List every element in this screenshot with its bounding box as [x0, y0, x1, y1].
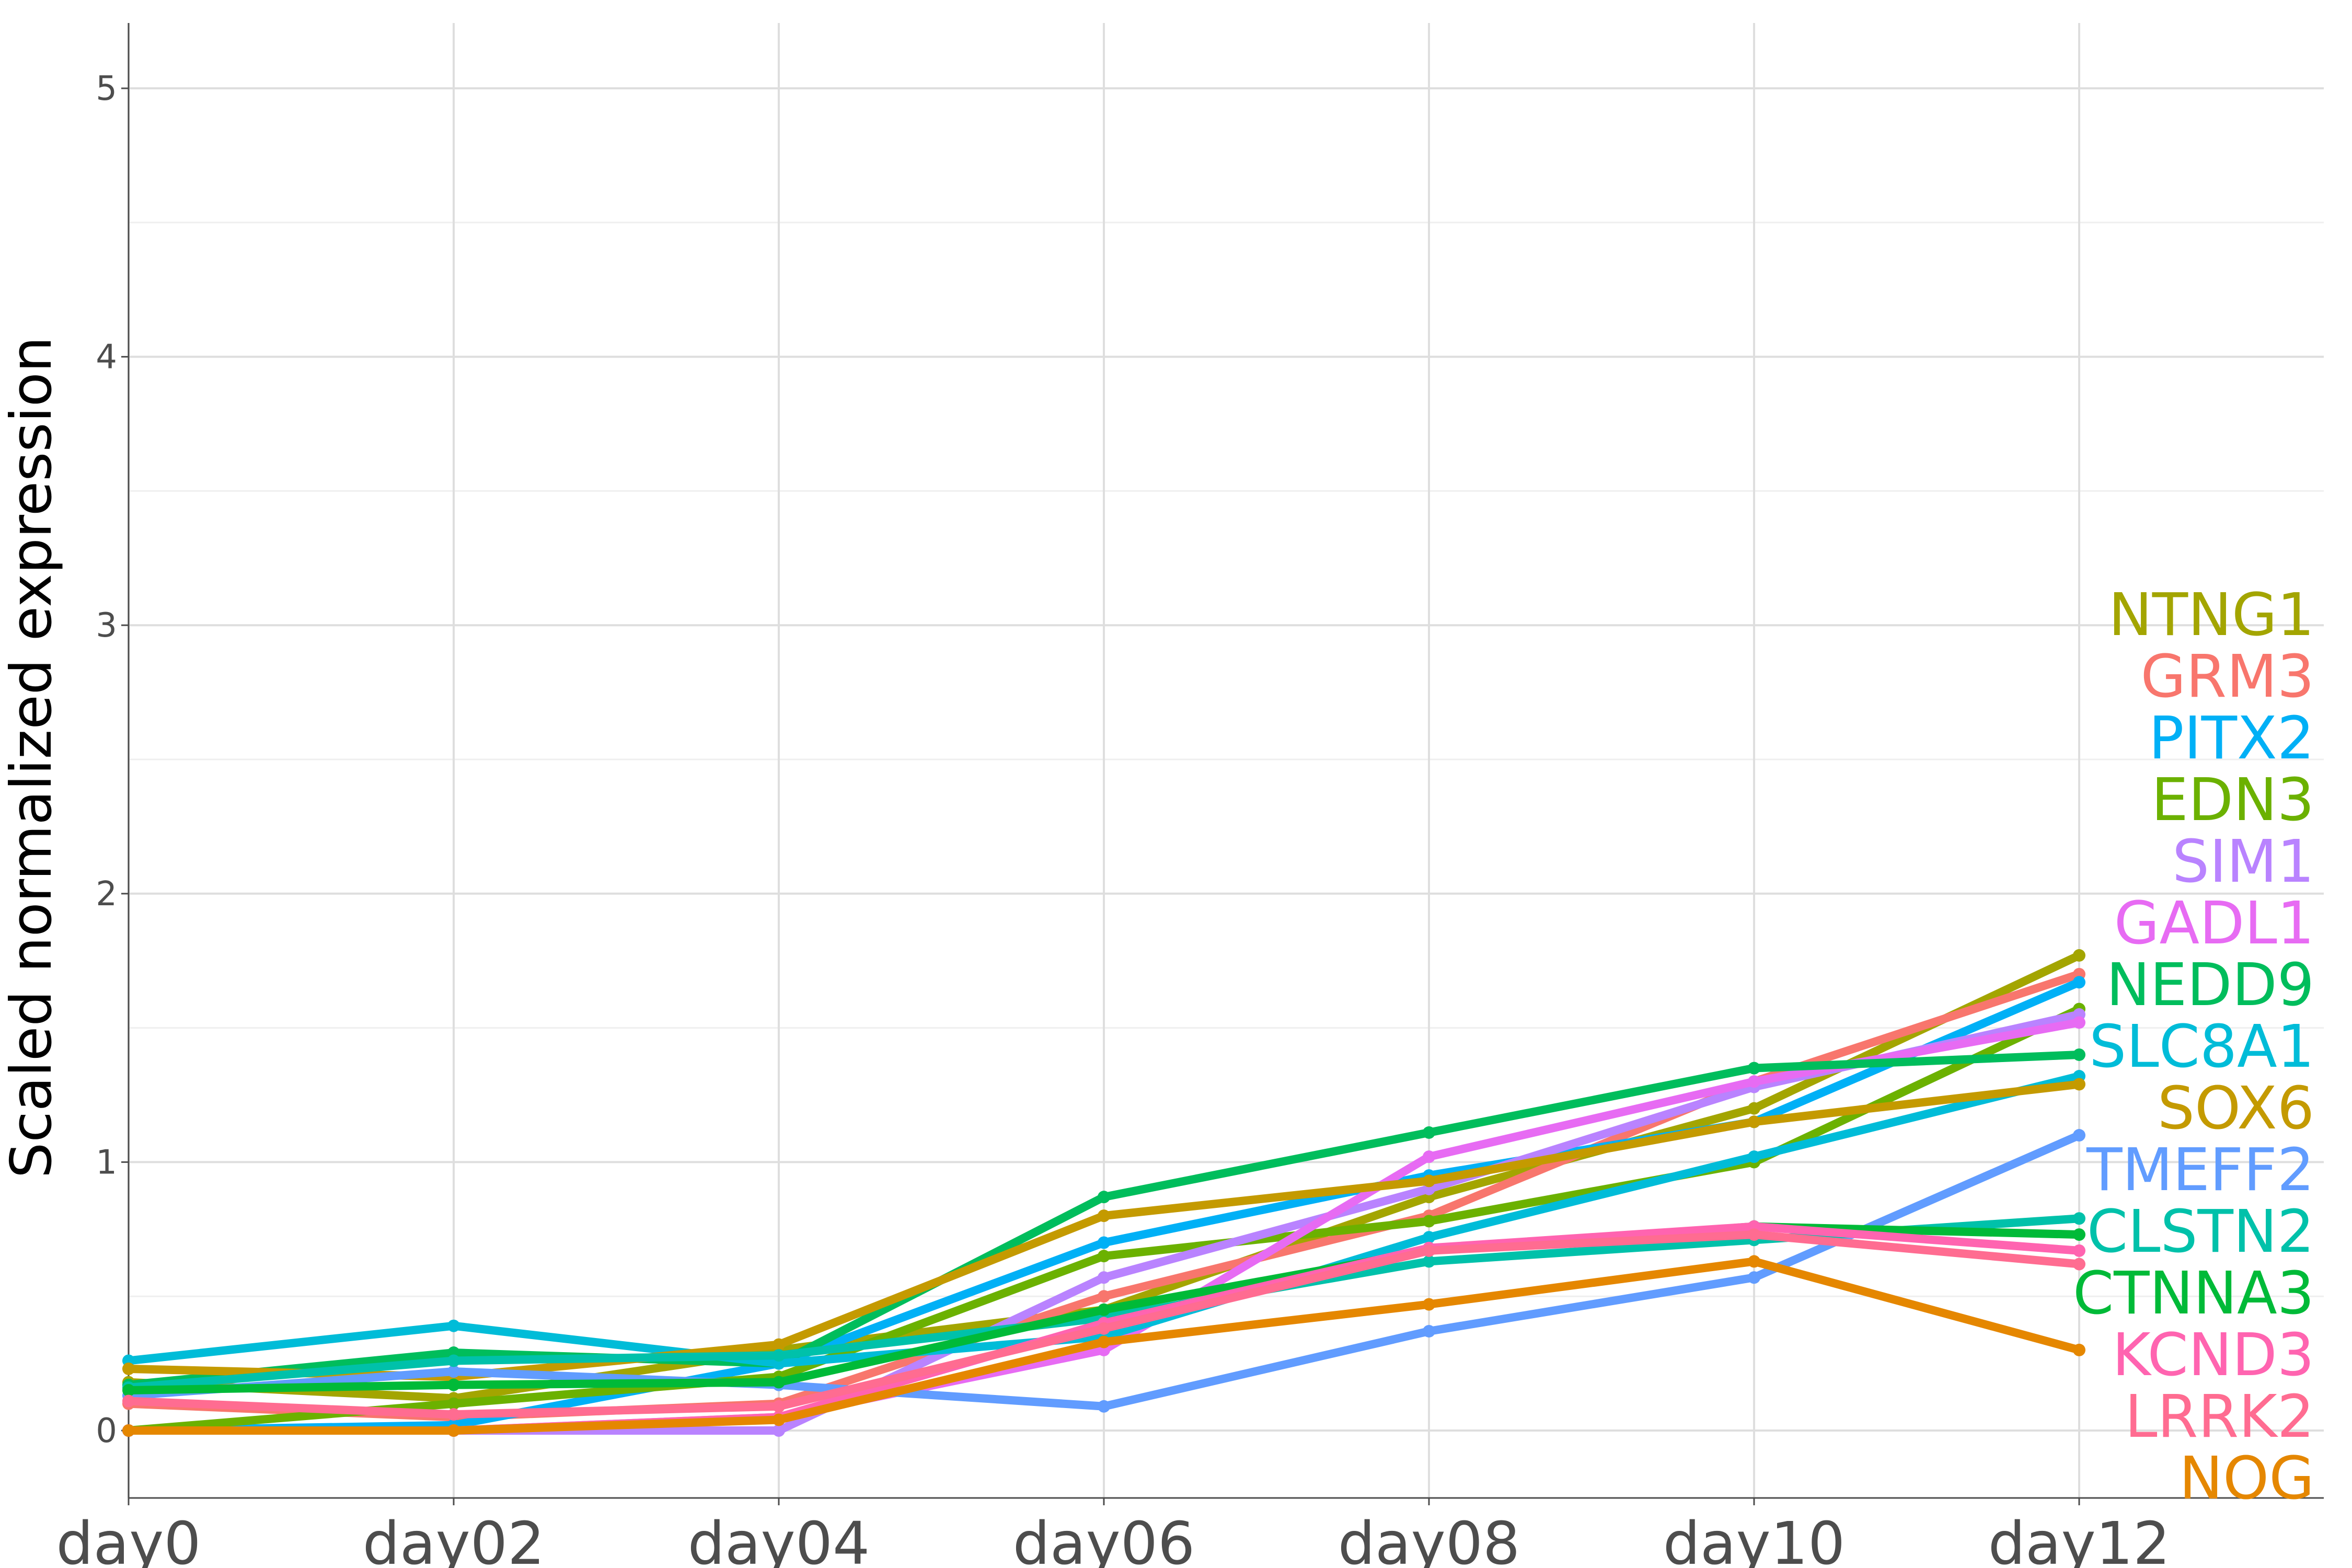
series-label: TMEFF2 — [2086, 1136, 2314, 1204]
data-point — [773, 1413, 785, 1426]
data-point — [2073, 1048, 2085, 1061]
series-label: SIM1 — [2172, 828, 2314, 896]
data-point — [447, 1354, 460, 1367]
y-tick-label: 5 — [96, 70, 117, 108]
series-label: CLSTN2 — [2087, 1198, 2314, 1266]
axes — [121, 23, 2324, 1505]
data-point — [1423, 1126, 1435, 1139]
data-point — [1748, 1075, 1760, 1088]
data-point — [1098, 1322, 1110, 1335]
series-label: EDN3 — [2151, 766, 2314, 834]
x-tick-label: day08 — [1338, 1510, 1520, 1568]
y-tick-label: 1 — [96, 1143, 117, 1182]
data-point — [1748, 1150, 1760, 1163]
series-label: KCND3 — [2112, 1321, 2314, 1389]
data-point — [2073, 1078, 2085, 1091]
series-label: NEDD9 — [2106, 951, 2314, 1019]
data-point — [1423, 1244, 1435, 1257]
x-tick-label: day02 — [363, 1510, 545, 1568]
x-tick-label: day10 — [1663, 1510, 1846, 1568]
data-point — [447, 1319, 460, 1332]
data-point — [1098, 1335, 1110, 1348]
data-point — [2073, 1343, 2085, 1356]
data-point — [447, 1397, 460, 1410]
data-point — [122, 1394, 135, 1408]
data-point — [447, 1408, 460, 1421]
data-point — [773, 1400, 785, 1413]
data-point — [1423, 1215, 1435, 1228]
x-tick-label: day0 — [56, 1510, 201, 1568]
series-lrrk2 — [122, 1228, 2085, 1421]
series-nog — [122, 1255, 2085, 1437]
series-lines — [122, 949, 2085, 1437]
series-label: SOX6 — [2158, 1075, 2314, 1143]
data-point — [1098, 1236, 1110, 1249]
series-label: GADL1 — [2114, 890, 2314, 958]
data-point — [1423, 1231, 1435, 1244]
data-point — [2073, 1258, 2085, 1271]
data-point — [1423, 1150, 1435, 1163]
series-label: NTNG1 — [2108, 581, 2314, 649]
series-label: NOG — [2179, 1445, 2314, 1513]
series-nedd9 — [122, 1048, 2085, 1391]
x-tick-label: day04 — [688, 1510, 870, 1568]
data-point — [1098, 1209, 1110, 1223]
data-point — [447, 1365, 460, 1378]
data-point — [1098, 1271, 1110, 1284]
data-point — [1098, 1250, 1110, 1263]
x-tick-label: day06 — [1013, 1510, 1195, 1568]
data-point — [773, 1376, 785, 1389]
data-point — [122, 1362, 135, 1375]
series-label: PITX2 — [2149, 705, 2314, 773]
series-label: GRM3 — [2141, 643, 2315, 711]
data-point — [1748, 1062, 1760, 1075]
data-point — [773, 1424, 785, 1437]
data-point — [1098, 1191, 1110, 1204]
data-point — [2073, 1244, 2085, 1257]
data-point — [122, 1383, 135, 1397]
data-point — [1423, 1298, 1435, 1311]
data-point — [1098, 1290, 1110, 1303]
data-point — [2073, 1129, 2085, 1142]
y-axis-label: Scaled normalized expression — [0, 337, 64, 1178]
data-point — [2073, 949, 2085, 962]
data-point — [1098, 1400, 1110, 1413]
data-point — [2073, 1228, 2085, 1241]
y-tick-label: 4 — [96, 338, 117, 377]
data-point — [1423, 1255, 1435, 1268]
data-point — [773, 1349, 785, 1362]
data-point — [1098, 1303, 1110, 1316]
series-label: SLC8A1 — [2089, 1013, 2314, 1081]
series-label: CTNNA3 — [2073, 1260, 2314, 1328]
data-point — [447, 1424, 460, 1437]
data-point — [2073, 1016, 2085, 1029]
series-label: LRRK2 — [2125, 1383, 2314, 1451]
y-tick-label: 2 — [96, 875, 117, 914]
data-point — [2073, 976, 2085, 989]
data-point — [1748, 1115, 1760, 1128]
data-point — [773, 1338, 785, 1351]
series-labels: NTNG1GRM3PITX2EDN3SIM1GADL1NEDD9SLC8A1SO… — [2073, 581, 2314, 1513]
data-point — [1748, 1102, 1760, 1115]
data-point — [1748, 1271, 1760, 1284]
y-tick-label: 0 — [96, 1412, 117, 1450]
data-point — [447, 1378, 460, 1391]
data-point — [2073, 1212, 2085, 1225]
data-point — [1423, 1324, 1435, 1338]
x-tick-labels: day0 day02 day04 day06 day08 day10 day12 — [56, 1510, 2170, 1568]
data-point — [122, 1424, 135, 1437]
data-point — [1748, 1228, 1760, 1241]
y-tick-labels: 0 1 2 3 4 5 — [96, 70, 117, 1450]
data-point — [1748, 1255, 1760, 1268]
x-tick-label: day12 — [1988, 1510, 2171, 1568]
grid-minor — [129, 222, 2324, 1297]
data-point — [1423, 1174, 1435, 1187]
y-tick-label: 3 — [96, 606, 117, 645]
